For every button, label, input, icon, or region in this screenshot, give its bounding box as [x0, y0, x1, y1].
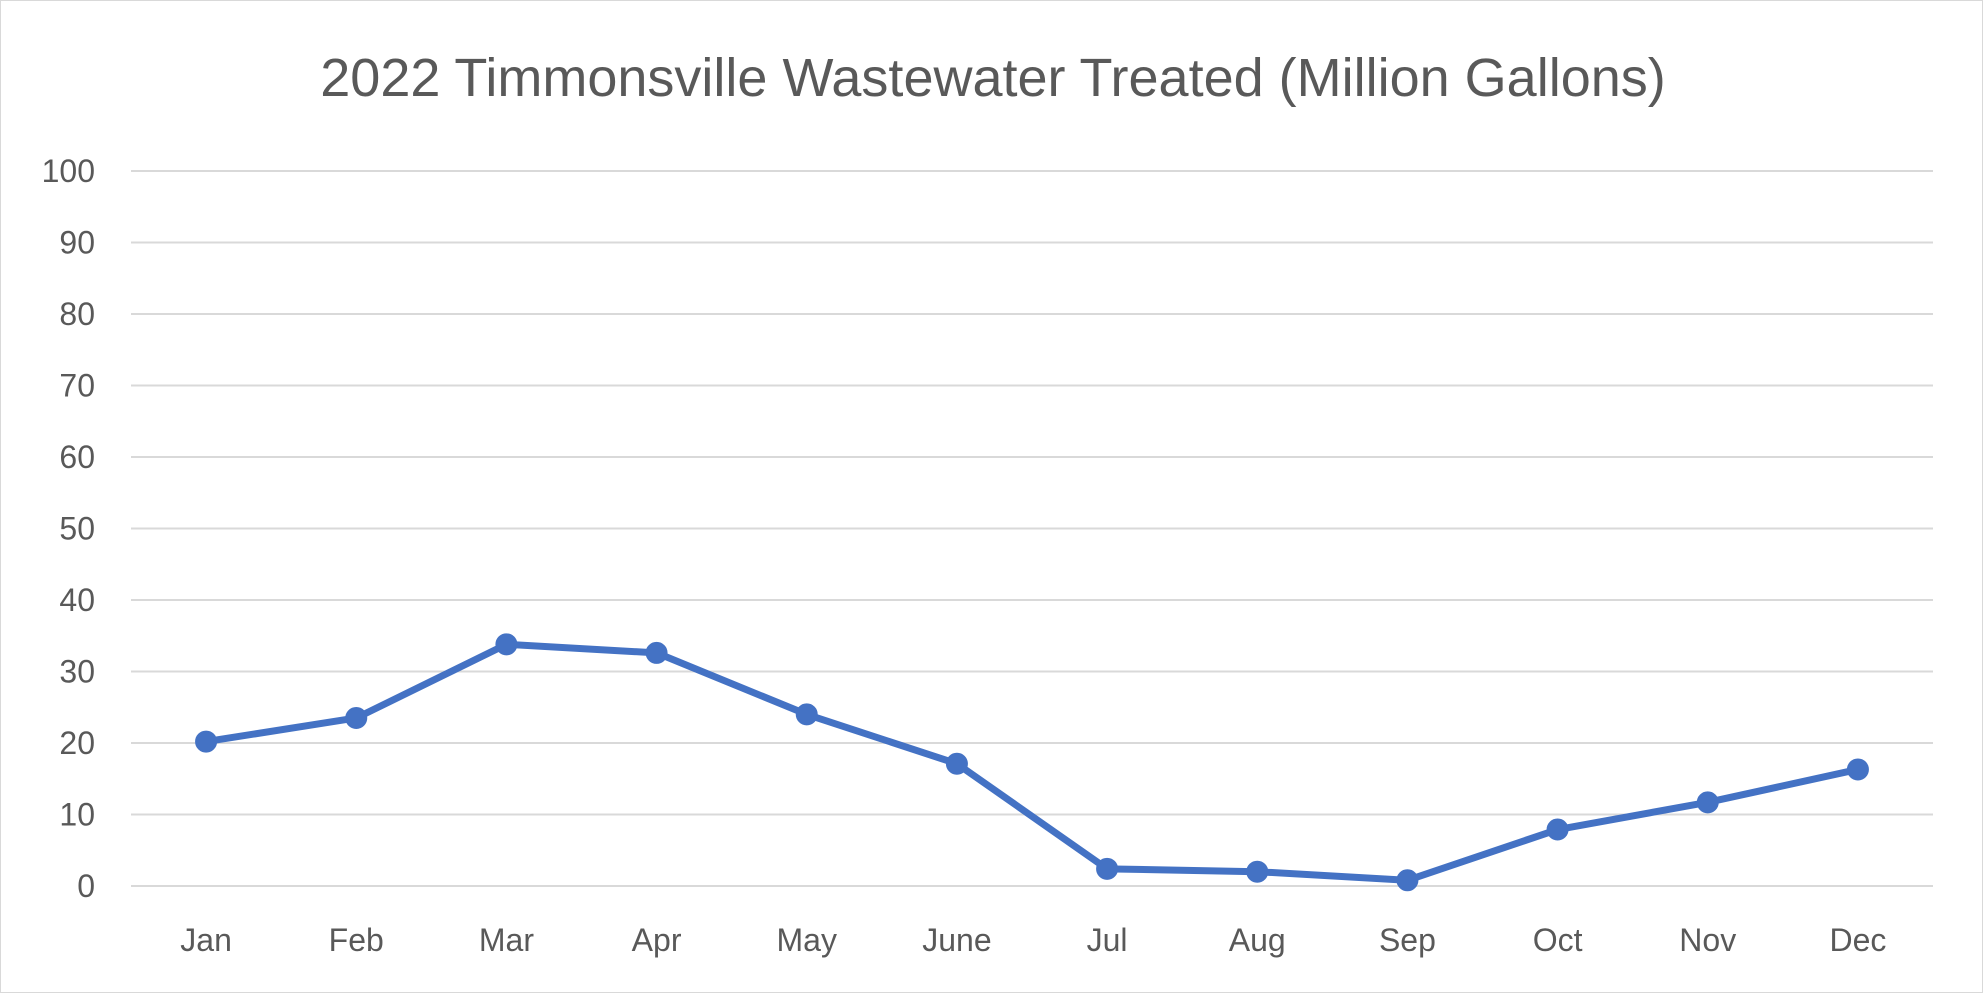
- data-point-june[interactable]: [945, 752, 968, 775]
- series-line: [202, 640, 1862, 884]
- y-tick-label-60: 60: [59, 439, 95, 475]
- data-point-dec[interactable]: [1846, 758, 1869, 781]
- y-tick-label-0: 0: [77, 868, 95, 904]
- data-point-aug[interactable]: [1246, 860, 1269, 883]
- x-tick-label-dec: Dec: [1829, 922, 1886, 958]
- series-wastewater-treated: [195, 633, 1869, 892]
- data-point-apr[interactable]: [645, 641, 668, 664]
- x-tick-label-oct: Oct: [1533, 922, 1583, 958]
- x-tick-label-nov: Nov: [1679, 922, 1736, 958]
- x-tick-label-mar: Mar: [479, 922, 534, 958]
- x-axis-tick-labels: Jan Feb Mar Apr May June Jul Aug Sep Oct Nov Dec: [180, 922, 1886, 958]
- y-tick-label-30: 30: [59, 654, 95, 690]
- x-tick-label-sep: Sep: [1379, 922, 1436, 958]
- data-point-oct[interactable]: [1546, 818, 1569, 841]
- y-tick-label-40: 40: [59, 582, 95, 618]
- data-point-jul[interactable]: [1096, 857, 1119, 880]
- x-tick-label-may: May: [777, 922, 837, 958]
- data-point-may[interactable]: [795, 703, 818, 726]
- y-tick-label-70: 70: [59, 368, 95, 404]
- data-point-feb[interactable]: [345, 706, 368, 729]
- x-tick-label-apr: Apr: [632, 922, 682, 958]
- y-tick-label-90: 90: [59, 225, 95, 261]
- x-tick-label-feb: Feb: [329, 922, 384, 958]
- gridlines: [131, 170, 1933, 887]
- chart-title: 2022 Timmonsville Wastewater Treated (Mi…: [320, 48, 1666, 108]
- y-tick-label-100: 100: [42, 153, 95, 189]
- y-axis-tick-labels: 0 10 20 30 40 50 60 70 80 90 100: [42, 153, 95, 904]
- x-tick-label-jan: Jan: [180, 922, 232, 958]
- data-point-mar[interactable]: [495, 633, 518, 656]
- data-point-sep[interactable]: [1396, 869, 1419, 892]
- y-tick-label-50: 50: [59, 511, 95, 547]
- y-tick-label-20: 20: [59, 725, 95, 761]
- x-tick-label-jul: Jul: [1087, 922, 1128, 958]
- y-tick-label-80: 80: [59, 296, 95, 332]
- data-point-jan[interactable]: [195, 730, 218, 753]
- data-point-nov[interactable]: [1696, 791, 1719, 814]
- y-tick-label-10: 10: [59, 797, 95, 833]
- x-tick-label-june: June: [922, 922, 991, 958]
- x-tick-label-aug: Aug: [1229, 922, 1286, 958]
